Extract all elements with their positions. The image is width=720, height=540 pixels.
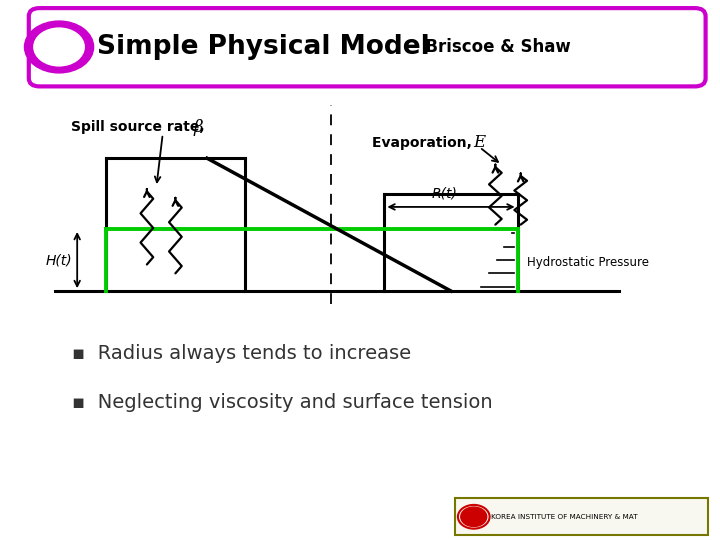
Text: β: β bbox=[193, 119, 203, 136]
Text: Spill source rate,: Spill source rate, bbox=[71, 120, 215, 134]
FancyBboxPatch shape bbox=[455, 498, 708, 535]
Text: Hydrostatic Pressure: Hydrostatic Pressure bbox=[527, 256, 649, 269]
Text: R(t): R(t) bbox=[432, 186, 458, 200]
Text: Simple Physical Model: Simple Physical Model bbox=[97, 34, 430, 60]
Text: E: E bbox=[473, 134, 485, 151]
FancyBboxPatch shape bbox=[29, 8, 706, 86]
Circle shape bbox=[34, 28, 84, 66]
Text: KOREA INSTITUTE OF MACHINERY & MAT: KOREA INSTITUTE OF MACHINERY & MAT bbox=[491, 514, 638, 520]
Text: H(t): H(t) bbox=[45, 253, 72, 267]
Text: ▪  Neglecting viscosity and surface tension: ▪ Neglecting viscosity and surface tensi… bbox=[72, 393, 492, 412]
Circle shape bbox=[461, 507, 487, 526]
Text: - Briscoe & Shaw: - Briscoe & Shaw bbox=[407, 38, 570, 56]
Text: Evaporation,: Evaporation, bbox=[372, 136, 477, 150]
Circle shape bbox=[24, 21, 94, 73]
Text: ▪  Radius always tends to increase: ▪ Radius always tends to increase bbox=[72, 344, 411, 363]
